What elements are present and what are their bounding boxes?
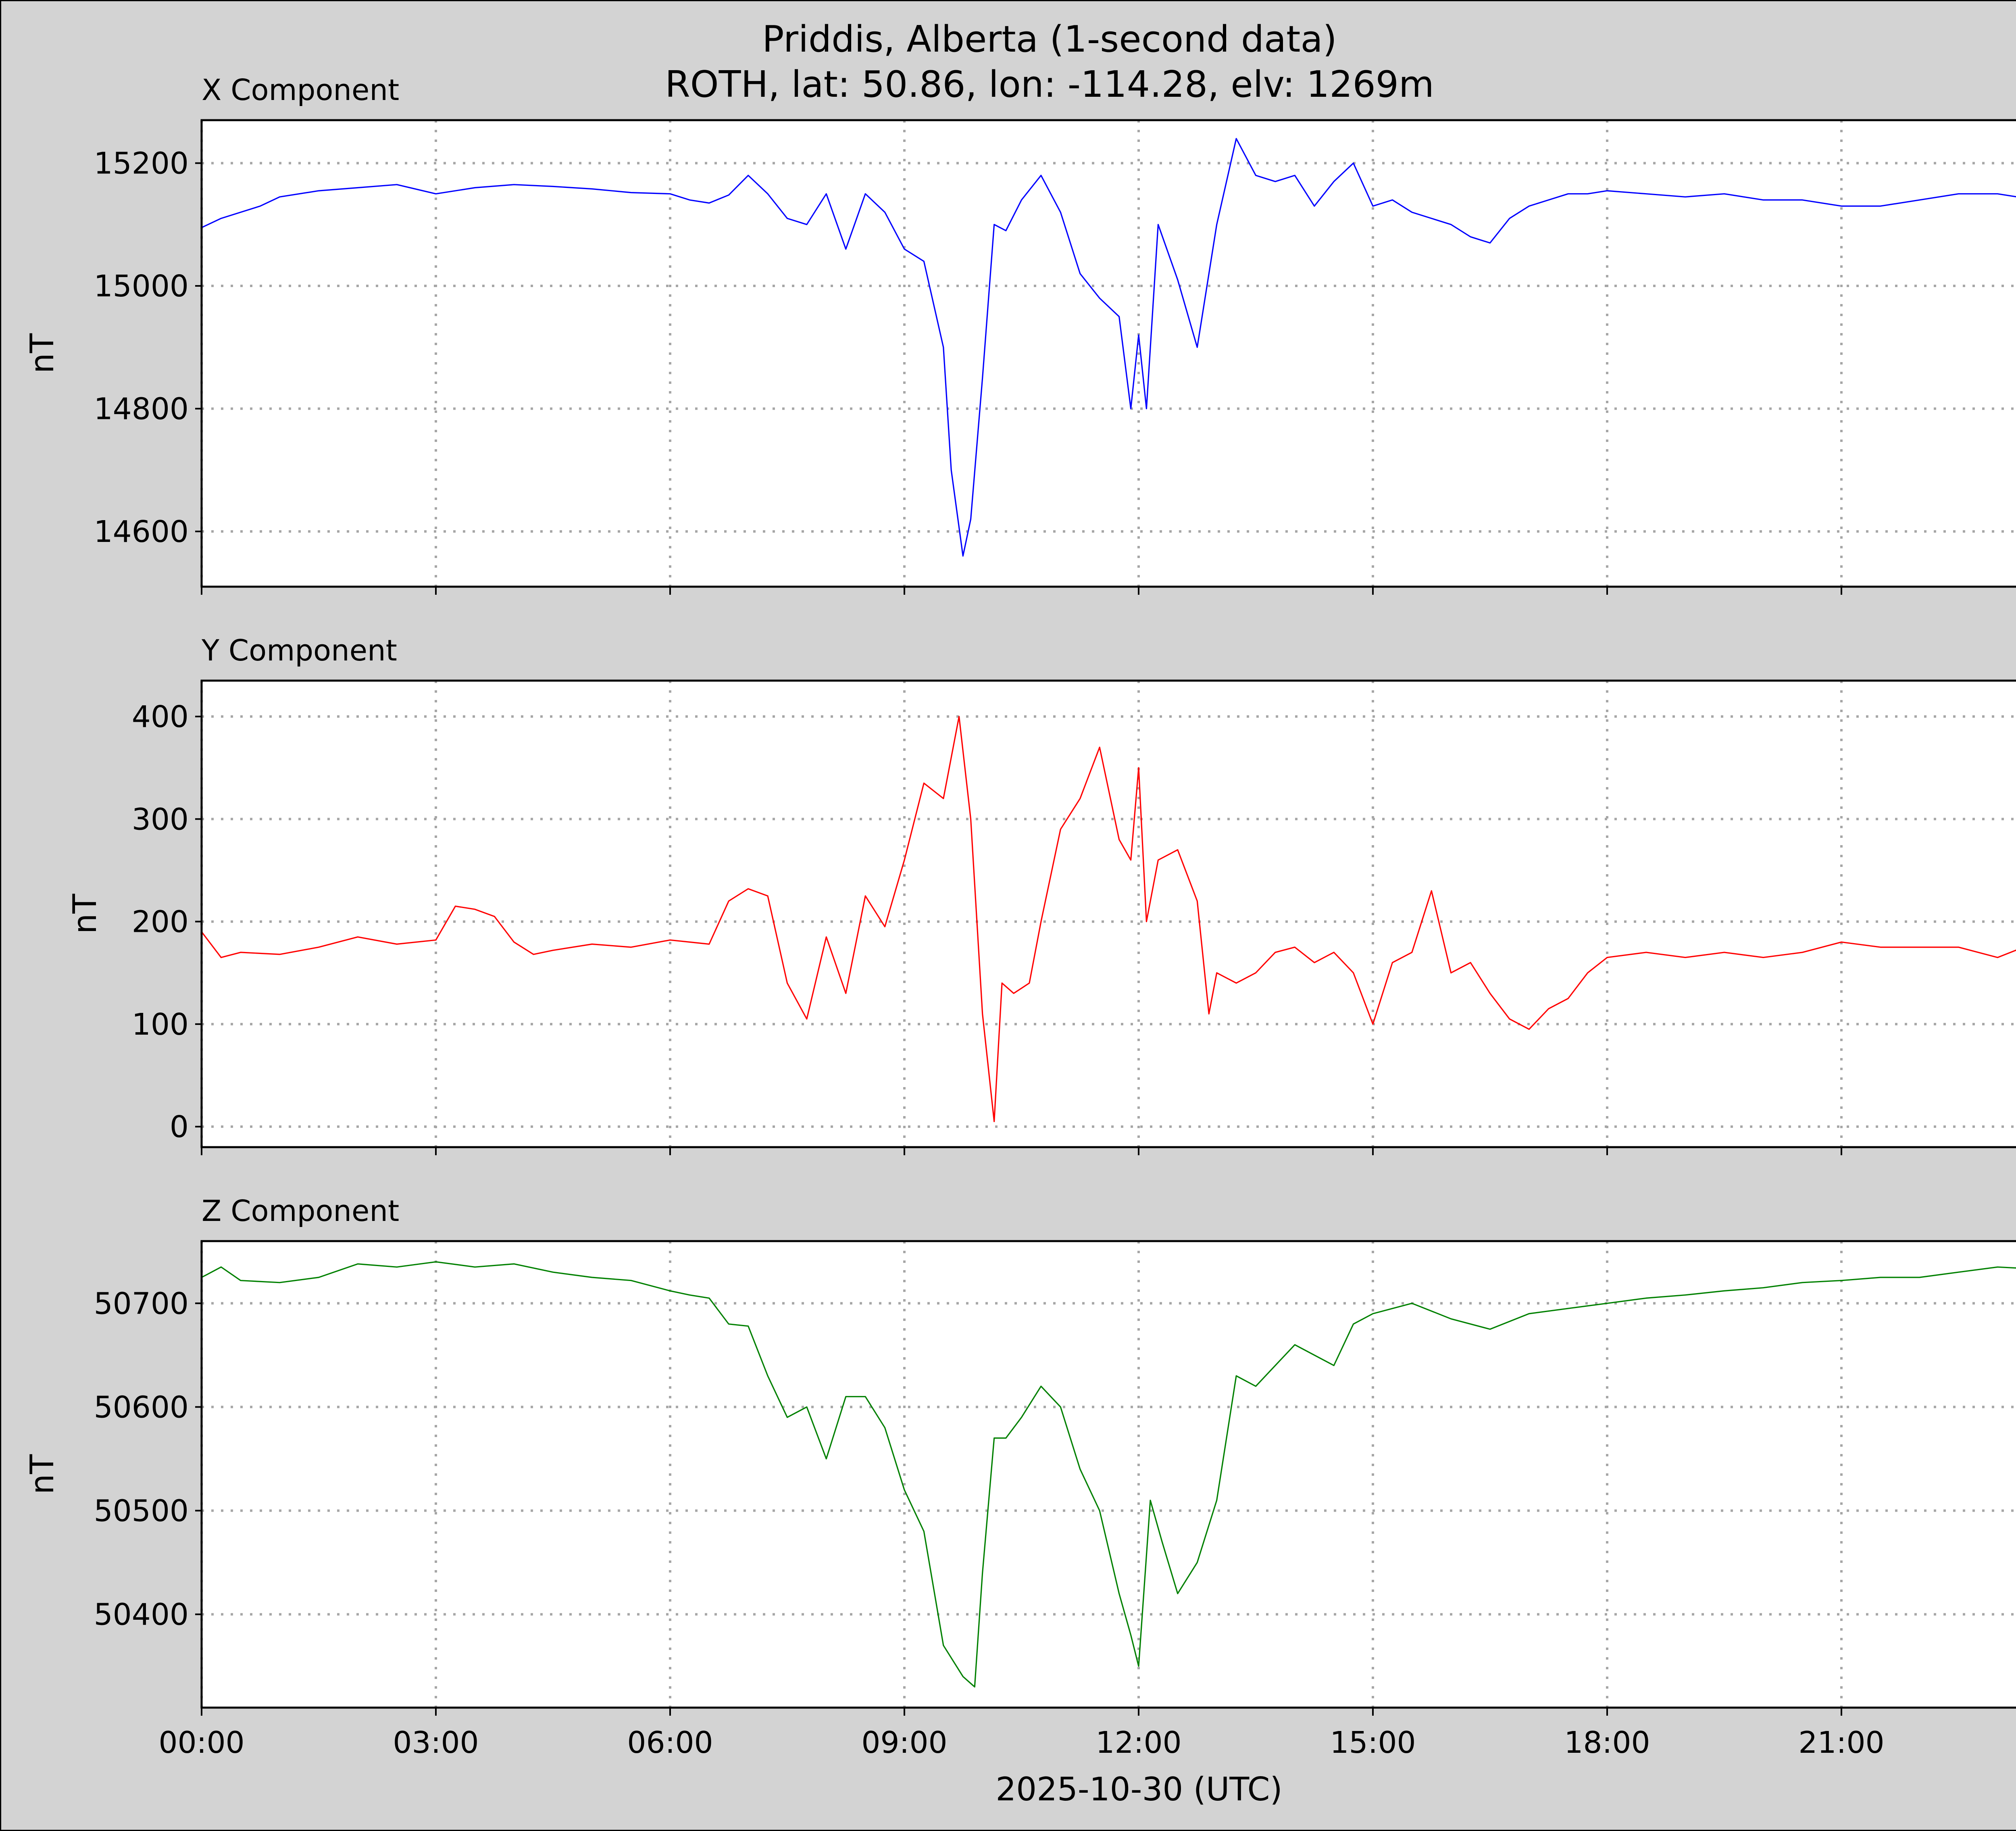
y-tick-label: 200 (132, 905, 189, 939)
y-tick-label: 50600 (94, 1390, 189, 1425)
x-tick-label: 06:00 (627, 1725, 713, 1760)
y-axis-label: nT (23, 333, 61, 374)
plot-area (202, 120, 2016, 587)
y-axis-label: nT (66, 894, 104, 934)
y-axis-label: nT (23, 1454, 61, 1495)
x-tick-label: 21:00 (1798, 1725, 1884, 1760)
subplot-title-y: Y Component (201, 633, 397, 667)
panel-x: 14600 14800 15000 15200 X Component nT (23, 73, 2016, 595)
y-tick-label: 15000 (94, 269, 189, 304)
y-tick-label: 0 (170, 1110, 189, 1144)
plot-area (202, 681, 2016, 1147)
plot-area (202, 1241, 2016, 1708)
subplot-title-x: X Component (202, 73, 399, 107)
x-tick-label: 03:00 (393, 1725, 479, 1760)
x-tick-label: 12:00 (1095, 1725, 1181, 1760)
x-tick-label: 00:00 (158, 1725, 244, 1760)
y-tick-label: 14800 (94, 392, 189, 427)
series-line-x (201, 138, 2016, 557)
chart-title: Priddis, Alberta (1-second data) (762, 18, 1337, 60)
series-line-z (201, 1261, 2016, 1688)
x-axis-label: 2025-10-30 (UTC) (996, 1771, 1282, 1808)
series-line-y (201, 716, 2016, 1122)
panel-z: 50400 50500 50600 50700 00:00 03:00 06:00 09:00… (23, 1194, 2016, 1760)
chart-subtitle: ROTH, lat: 50.86, lon: -114.28, elv: 126… (665, 63, 1434, 106)
y-tick-label: 400 (132, 700, 189, 734)
y-tick-label: 50400 (94, 1598, 189, 1632)
y-tick-label: 50700 (94, 1286, 189, 1321)
y-tick-label: 50500 (94, 1494, 189, 1528)
y-tick-label: 14600 (94, 515, 189, 549)
panels: 14600 14800 15000 15200 X Component nT 0 100 200… (23, 73, 2016, 1760)
x-tick-label: 18:00 (1564, 1725, 1650, 1760)
y-tick-label: 100 (132, 1007, 189, 1042)
panel-y: 0 100 200 300 400 Y Component nT (66, 633, 2016, 1155)
y-tick-label: 300 (132, 802, 189, 837)
subplot-title-z: Z Component (202, 1194, 399, 1228)
x-tick-label: 09:00 (861, 1725, 947, 1760)
x-tick-label: 15:00 (1330, 1725, 1416, 1760)
y-tick-label: 15200 (94, 146, 189, 181)
